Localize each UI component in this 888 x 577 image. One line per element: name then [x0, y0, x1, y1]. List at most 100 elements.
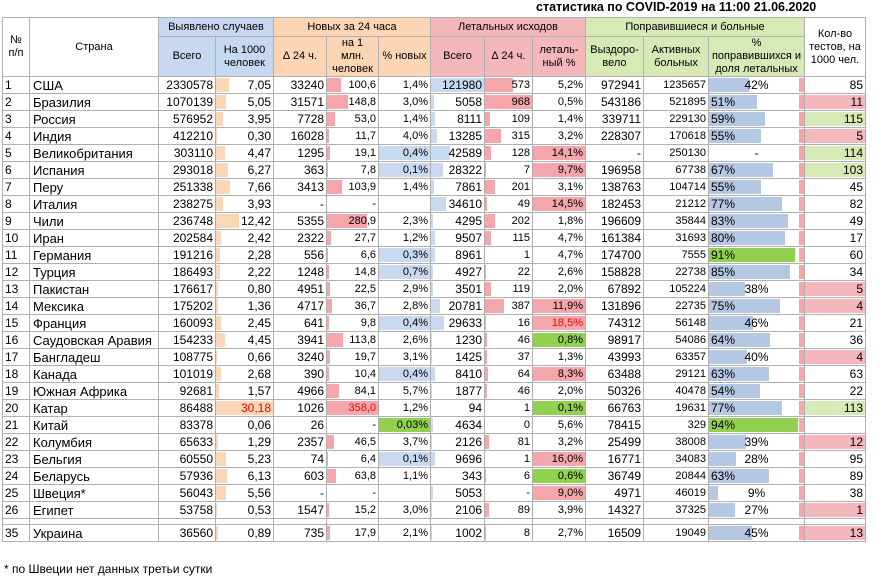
row-per1000-bar — [216, 282, 218, 296]
row-rec-pct-value: 45% — [744, 525, 769, 540]
row-rec-pct-lethal-mark — [799, 231, 804, 245]
row-pct-new: 1,2% — [378, 399, 431, 417]
row-recovered: 36749 — [585, 467, 644, 485]
row-deaths-d24-bar — [485, 282, 491, 296]
table-row: 4 Индия 412210 0,30 16028 11,7 4,0% 13285 315 3,2… — [2, 127, 866, 145]
row-per1000-value: 1,29 — [247, 434, 271, 449]
table-row: 20 Катар 86488 30,18 1026 358,0 1,2% 94 1 0,1% 667… — [2, 399, 866, 417]
row-per1m-bar — [327, 146, 330, 160]
row-deaths-bar — [431, 197, 446, 211]
row-per1m-value: - — [372, 418, 376, 431]
row-pct-new-value: 2,9% — [402, 282, 428, 295]
row-recovered: 161384 — [585, 229, 644, 247]
row-deaths-d24-value: 1 — [523, 401, 530, 414]
row-rec-pct: 39% — [708, 433, 805, 451]
row-total-value: 251338 — [172, 179, 213, 194]
row-rec-pct-value: 91% — [711, 247, 736, 262]
row-lethal: 16,0% — [532, 450, 586, 468]
row-recovered: 14327 — [585, 501, 644, 519]
row-per1000-value: 4,45 — [247, 332, 271, 347]
row-lethal: 4,7% — [532, 246, 586, 264]
header-total: Всего — [158, 36, 216, 77]
row-per1m-value: 103,9 — [348, 180, 376, 193]
row-per1000-bar — [216, 452, 226, 466]
row-pct-new: 1,4% — [378, 110, 431, 128]
row-rec-pct-bar — [709, 180, 762, 194]
row-d24-value: - — [320, 485, 324, 500]
row-tests: 63 — [804, 365, 866, 383]
row-per1000: 1,57 — [215, 382, 274, 400]
row-num-value: 9 — [5, 213, 12, 228]
table-row: 21 Китай 83378 0,06 26 - 0,03% 4634 0 5,6% 78415 32… — [2, 416, 866, 434]
row-country: Канада — [29, 365, 159, 383]
row-pct-new-bar — [379, 367, 430, 381]
row-deaths-value: 8410 — [455, 366, 482, 381]
row-rec-pct-value: 9% — [747, 485, 766, 500]
row-deaths-bar — [431, 299, 440, 313]
row-tests-value: 4 — [856, 298, 863, 313]
row-deaths: 42589 — [430, 144, 485, 162]
row-lethal: 14,1% — [532, 144, 586, 162]
row-country: Германия — [29, 246, 159, 264]
row-total: 202584 — [158, 229, 216, 247]
row-per1000: 1,29 — [215, 433, 274, 451]
row-rec-pct-value: 27% — [744, 502, 769, 517]
row-rec-pct-lethal-mark — [799, 316, 804, 330]
row-d24: 641 — [273, 314, 327, 332]
row-d24-value: 3413 — [297, 179, 324, 194]
row-recovered-value: 196958 — [600, 162, 641, 177]
row-d24-value: 2357 — [297, 434, 324, 449]
row-deaths-d24-bar — [485, 129, 501, 143]
row-total: 412210 — [158, 127, 216, 145]
row-total: 303110 — [158, 144, 216, 162]
row-pct-new: 0,1% — [378, 161, 431, 179]
row-deaths-bar — [431, 418, 434, 432]
row-deaths-value: 121980 — [441, 77, 482, 92]
row-per1000-bar — [216, 350, 218, 364]
row-per1000-bar — [216, 526, 218, 540]
row-d24-value: 16028 — [290, 128, 324, 143]
row-per1000-value: 2,28 — [247, 247, 271, 262]
row-rec-pct-bar — [709, 129, 762, 143]
row-rec-pct-value: 39% — [744, 434, 769, 449]
row-lethal-value: 1,3% — [557, 350, 583, 363]
row-total: 186493 — [158, 263, 216, 281]
table-row: 23 Бельгия 60550 5,23 74 6,4 0,1% 9696 1 16,0% 167… — [2, 450, 866, 468]
row-tests-value: 45 — [849, 179, 863, 194]
row-deaths-bar — [431, 333, 432, 347]
row-per1000-value: 0,30 — [247, 128, 271, 143]
row-pct-new: 2,6% — [378, 331, 431, 349]
row-deaths-d24-bar — [485, 367, 489, 381]
row-country: Южная Африка — [29, 382, 159, 400]
row-per1000-bar — [216, 316, 221, 330]
row-rec-pct: 46% — [708, 314, 805, 332]
row-total: 160093 — [158, 314, 216, 332]
row-tests-bar — [805, 95, 865, 109]
row-per1m: 19,7 — [326, 348, 379, 366]
row-tests: 22 — [804, 382, 866, 400]
row-rec-pct-bar — [709, 367, 769, 381]
row-d24-value: 1547 — [297, 502, 324, 517]
row-deaths-d24-bar — [485, 112, 491, 126]
row-total-value: 576952 — [172, 111, 213, 126]
row-recovered: 196609 — [585, 212, 644, 230]
row-tests-bar — [805, 282, 865, 296]
row-d24: 26 — [273, 416, 327, 434]
row-per1000-value: 30,18 — [240, 400, 271, 415]
row-active: 63357 — [643, 348, 709, 366]
row-tests-value: 89 — [849, 468, 863, 483]
row-deaths-d24: 8 — [484, 524, 533, 542]
row-rec-pct: 28% — [708, 450, 805, 468]
row-rec-pct-lethal-mark — [799, 112, 804, 126]
row-deaths-d24-value: 119 — [512, 282, 530, 295]
row-per1000-bar — [216, 197, 224, 211]
row-num: 10 — [2, 229, 30, 247]
row-pct-new-bar — [379, 163, 430, 177]
row-total: 191216 — [158, 246, 216, 264]
row-rec-pct: 55% — [708, 178, 805, 196]
table-row: 24 Беларусь 57936 6,13 603 63,8 1,1% 343 6 0,6% 36… — [2, 467, 866, 485]
row-pct-new-value: 0,4% — [402, 316, 428, 329]
row-lethal-bar — [533, 367, 585, 381]
row-per1000-value: 0,80 — [247, 281, 271, 296]
row-pct-new-value: 1,2% — [402, 231, 428, 244]
